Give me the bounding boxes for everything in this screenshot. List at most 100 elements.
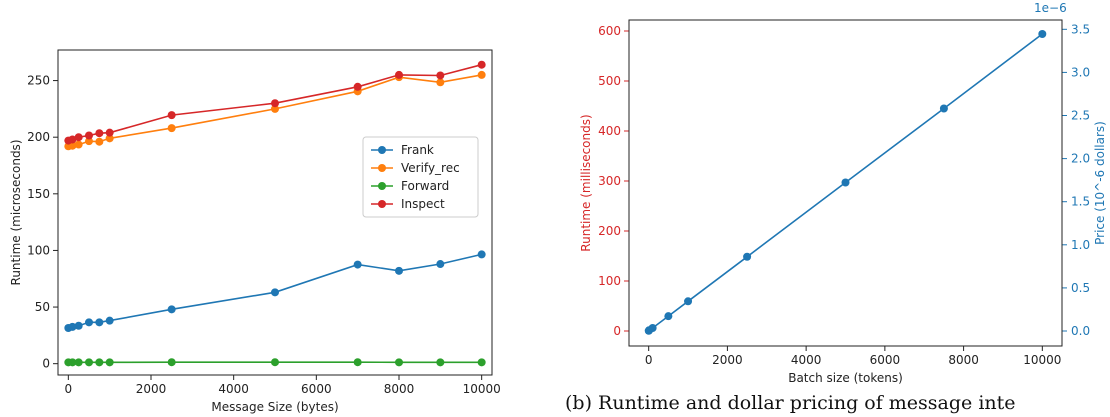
y-axis-label: Runtime (microseconds) — [9, 140, 23, 286]
data-point-forward — [167, 358, 176, 367]
data-point — [648, 324, 657, 332]
x-tick-label: 6000 — [301, 382, 332, 396]
x-tick-label: 2000 — [136, 382, 167, 396]
data-point-inspect — [477, 60, 486, 69]
data-point-forward — [95, 358, 104, 367]
x-tick-label: 8000 — [948, 353, 979, 367]
chart-runtime-price-vs-batch-size: 0 2000 4000 6000 8000 10000 0 100 200 300 400 500 60… — [579, 1, 1107, 385]
x-tick-label: 2000 — [712, 353, 743, 367]
data-point-frank — [436, 260, 445, 269]
x-tick-label: 4000 — [791, 353, 822, 367]
data-point-verify_rec — [436, 78, 445, 87]
plot-frame — [628, 19, 1063, 347]
data-point-inspect — [395, 70, 403, 79]
y-left-tick-label: 0 — [613, 324, 621, 338]
data-point-frank — [167, 305, 176, 314]
data-point-inspect — [436, 71, 445, 80]
data-point-verify_rec — [85, 137, 93, 146]
y-tick-label: 200 — [27, 130, 50, 144]
y-right-tick-label: 3.0 — [1071, 65, 1090, 79]
data-point-frank — [105, 316, 114, 325]
y-left-tick-label: 200 — [598, 224, 621, 238]
x-tick-label: 10000 — [1023, 353, 1061, 367]
legend-label: Verify_rec — [401, 161, 460, 175]
x-axis-label: Batch size (tokens) — [788, 371, 903, 385]
data-point-verify_rec — [477, 70, 486, 79]
y-left-axis-label: Runtime (milliseconds) — [579, 114, 593, 251]
data-point-frank — [85, 318, 93, 327]
data-point-verify_rec — [167, 124, 176, 133]
legend-marker — [378, 182, 386, 190]
data-point — [743, 252, 752, 261]
data-point — [1038, 30, 1047, 38]
data-point-frank — [395, 266, 403, 275]
data-point-inspect — [74, 133, 83, 142]
data-point — [684, 297, 693, 306]
y-right-tick-label: 1.0 — [1071, 238, 1090, 252]
data-point-forward — [395, 358, 403, 367]
data-point-frank — [74, 321, 83, 330]
y-tick-label: 250 — [27, 74, 50, 88]
data-point — [664, 312, 673, 321]
chart-runtime-vs-message-size: 0 2000 4000 6000 8000 10000 0 50 100 150 200 250 Mes… — [9, 49, 501, 414]
x-tick-label: 10000 — [463, 382, 501, 396]
data-point-frank — [477, 250, 486, 259]
data-point-frank — [95, 318, 104, 327]
data-point-forward — [353, 358, 362, 367]
y-right-offset-label: 1e−6 — [1034, 1, 1067, 15]
y-left-tick-label: 100 — [598, 274, 621, 288]
y-right-axis-label: Price (10^-6 dollars) — [1093, 121, 1107, 245]
data-point — [841, 178, 850, 187]
y-tick-label: 150 — [27, 187, 50, 201]
x-tick-label: 0 — [65, 382, 73, 396]
legend-label: Inspect — [401, 197, 445, 211]
x-tick-label: 0 — [645, 353, 653, 367]
y-right-tick-label: 1.5 — [1071, 195, 1090, 209]
y-right-tick-label: 2.5 — [1071, 109, 1090, 123]
figure-caption: (b) Runtime and dollar pricing of messag… — [565, 392, 1016, 414]
data-point-forward — [105, 358, 114, 367]
data-point-forward — [85, 358, 93, 367]
y-left-tick-label: 400 — [598, 124, 621, 138]
legend-box — [362, 136, 479, 218]
legend-marker — [378, 164, 386, 172]
legend-marker — [378, 200, 386, 208]
legend-marker — [378, 146, 386, 154]
x-axis-label: Message Size (bytes) — [211, 400, 338, 414]
x-tick-label: 6000 — [870, 353, 901, 367]
data-point-inspect — [105, 128, 114, 137]
data-point-forward — [477, 358, 486, 367]
x-tick-label: 4000 — [218, 382, 249, 396]
y-right-tick-label: 3.5 — [1071, 22, 1090, 36]
data-point-frank — [353, 260, 362, 269]
data-point-verify_rec — [105, 134, 114, 143]
y-right-tick-label: 0.0 — [1071, 324, 1090, 338]
x-tick-label: 8000 — [384, 382, 415, 396]
y-tick-label: 50 — [35, 300, 50, 314]
data-point-inspect — [353, 82, 362, 91]
plot-frame — [57, 49, 493, 376]
data-point-verify_rec — [271, 104, 279, 113]
data-point — [939, 104, 948, 113]
y-left-tick-label: 500 — [598, 74, 621, 88]
y-tick-label: 100 — [27, 243, 50, 257]
data-point-verify_rec — [74, 140, 83, 149]
y-left-tick-label: 300 — [598, 174, 621, 188]
y-right-tick-label: 2.0 — [1071, 152, 1090, 166]
data-point-frank — [68, 322, 77, 331]
data-point-forward — [68, 358, 77, 367]
data-point-verify_rec — [95, 137, 104, 146]
data-point-frank — [271, 288, 279, 297]
legend-label: Frank — [401, 143, 434, 157]
data-point-inspect — [85, 131, 93, 140]
y-left-tick-label: 600 — [598, 24, 621, 38]
y-right-tick-label: 0.5 — [1071, 281, 1090, 295]
data-point-forward — [74, 358, 83, 367]
data-point-inspect — [271, 99, 279, 108]
y-tick-label: 0 — [42, 357, 50, 371]
data-point-forward — [271, 358, 279, 367]
data-point-forward — [436, 358, 445, 367]
data-point-inspect — [167, 111, 176, 120]
data-point-inspect — [68, 135, 77, 144]
